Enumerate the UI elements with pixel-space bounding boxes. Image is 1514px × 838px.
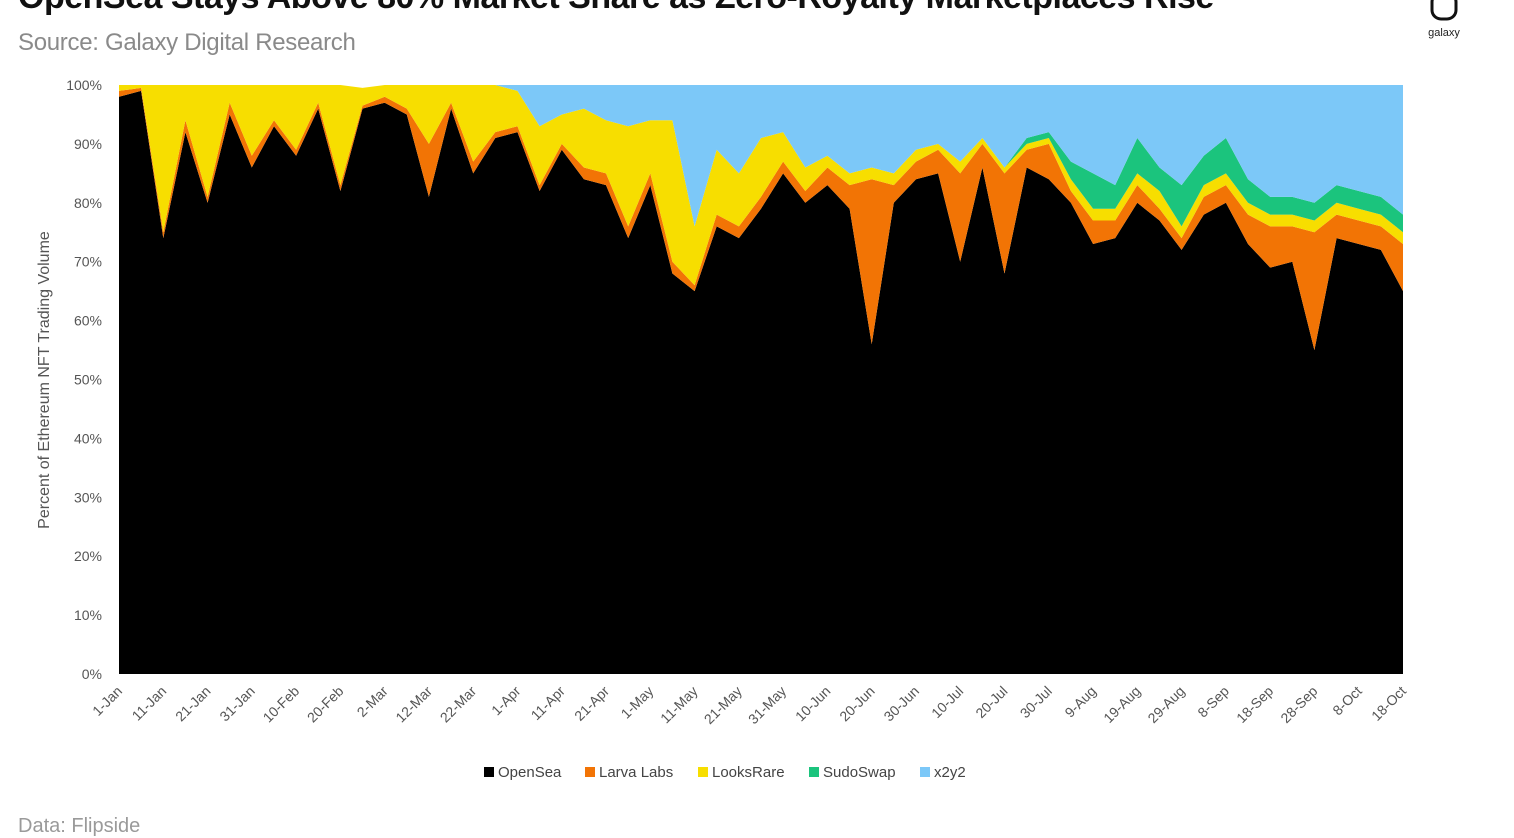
- x-tick-label: 30-Jun: [881, 683, 923, 725]
- x-tick-label: 11-Apr: [528, 683, 569, 724]
- x-tick-label: 11-May: [657, 683, 701, 727]
- legend-swatch-larva-labs: [585, 767, 595, 777]
- y-tick-label: 80%: [74, 195, 102, 211]
- legend-swatch-x2y2: [920, 767, 930, 777]
- x-tick-label: 31-Jan: [216, 683, 258, 725]
- x-axis: 1-Jan 11-Jan 21-Jan 31-Jan 10-Feb 20-Feb 2-Mar…: [89, 683, 1409, 728]
- chart-plot-area: [119, 85, 1403, 674]
- y-tick-label: 60%: [74, 313, 102, 329]
- y-tick-label: 20%: [74, 548, 102, 564]
- x-tick-label: 8-Oct: [1329, 683, 1365, 719]
- y-tick-label: 70%: [74, 254, 102, 270]
- y-axis: 0% 10% 20% 30% 40% 50% 60% 70% 80% 90% 100%: [66, 77, 102, 682]
- logo-text: galaxy: [1428, 27, 1460, 39]
- x-tick-label: 22-Mar: [437, 683, 480, 726]
- x-tick-label: 8-Sep: [1194, 683, 1232, 721]
- x-tick-label: 2-Mar: [354, 683, 391, 720]
- x-tick-label: 19-Aug: [1100, 683, 1143, 726]
- x-tick-label: 1-Apr: [488, 683, 524, 719]
- legend-label-x2y2: x2y2: [934, 764, 966, 781]
- x-tick-label: 18-Sep: [1233, 683, 1276, 726]
- y-tick-label: 100%: [66, 77, 102, 93]
- x-tick-label: 28-Sep: [1277, 683, 1320, 726]
- series-area-sudoswap: [119, 85, 1403, 233]
- galaxy-logo-icon: [1430, 0, 1458, 21]
- x-tick-label: 21-Apr: [571, 683, 612, 724]
- x-tick-label: 10-Jul: [928, 683, 966, 721]
- legend-swatch-looksrare: [698, 767, 708, 777]
- x-tick-label: 29-Aug: [1144, 683, 1187, 726]
- x-tick-label: 10-Jun: [792, 683, 834, 725]
- x-tick-label: 20-Jun: [836, 683, 878, 725]
- x-tick-label: 11-Jan: [129, 683, 170, 724]
- x-tick-label: 1-Jan: [89, 683, 125, 719]
- y-tick-label: 10%: [74, 607, 102, 623]
- x-tick-label: 20-Jul: [972, 683, 1010, 721]
- chart-subtitle: Source: Galaxy Digital Research: [18, 29, 356, 56]
- y-tick-label: 50%: [74, 372, 102, 388]
- y-axis-label: Percent of Ethereum NFT Trading Volume: [36, 231, 53, 529]
- x-tick-label: 21-May: [701, 683, 745, 727]
- legend-swatch-sudoswap: [809, 767, 819, 777]
- x-tick-label: 30-Jul: [1017, 683, 1055, 721]
- x-tick-label: 18-Oct: [1368, 683, 1409, 724]
- x-tick-label: 9-Aug: [1061, 683, 1099, 721]
- legend-label-sudoswap: SudoSwap: [823, 764, 896, 781]
- series-area-looksrare: [119, 85, 1403, 286]
- galaxy-logo: galaxy: [1418, 0, 1470, 48]
- legend-swatch-opensea: [484, 767, 494, 777]
- x-tick-label: 20-Feb: [304, 683, 347, 726]
- series-area-opensea: [119, 90, 1403, 674]
- legend-label-opensea: OpenSea: [498, 764, 562, 781]
- y-tick-label: 0%: [82, 666, 102, 682]
- x-tick-label: 1-May: [618, 683, 657, 722]
- y-tick-label: 90%: [74, 136, 102, 152]
- y-tick-label: 30%: [74, 489, 102, 505]
- y-tick-label: 40%: [74, 430, 102, 446]
- x-tick-label: 31-May: [745, 683, 789, 727]
- x-tick-label: 12-Mar: [392, 683, 435, 726]
- legend-label-larva-labs: Larva Labs: [599, 764, 673, 781]
- data-source-note: Data: Flipside: [18, 815, 141, 837]
- series-area-x2y2: [119, 85, 1403, 227]
- chart-title: OpenSea Stays Above 80% Market Share as …: [18, 0, 1214, 17]
- x-tick-label: 21-Jan: [172, 683, 214, 725]
- x-tick-label: 10-Feb: [260, 683, 303, 726]
- chart-legend: OpenSea Larva Labs LooksRare SudoSwap x2y2: [484, 764, 966, 781]
- legend-label-looksrare: LooksRare: [712, 764, 785, 781]
